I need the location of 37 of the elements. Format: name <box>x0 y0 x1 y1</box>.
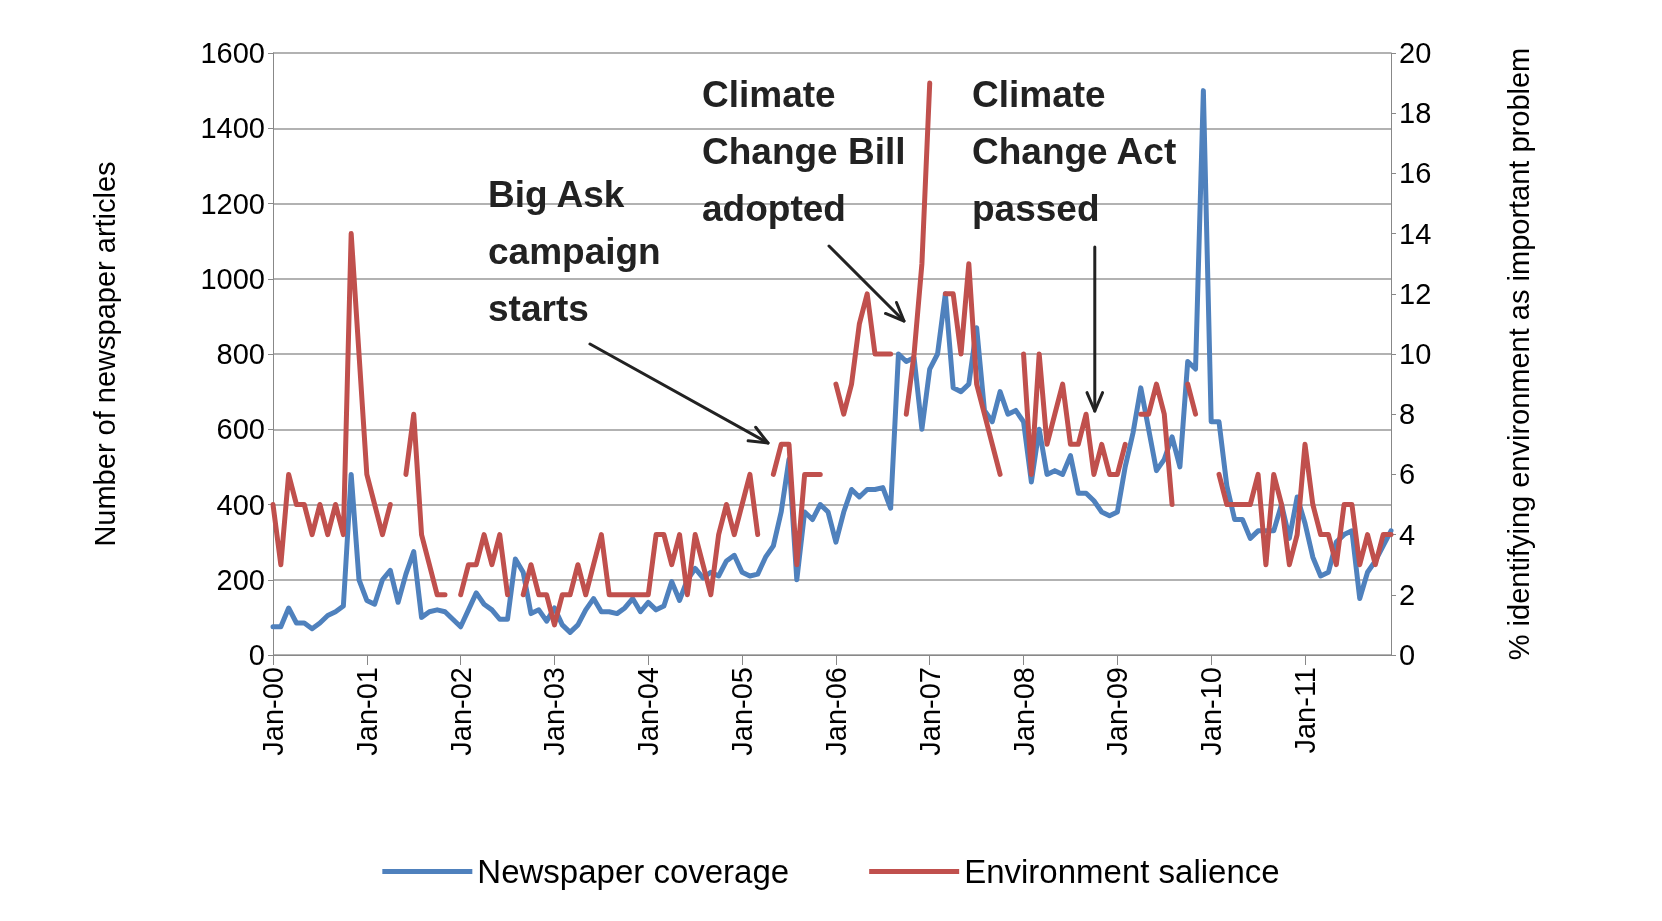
x-tick-label: Jan-04 <box>632 667 665 756</box>
y2-tick-label: 16 <box>1399 157 1432 190</box>
y-tick-label: 800 <box>216 338 265 370</box>
y2-tick-label: 4 <box>1399 518 1416 551</box>
y2-tick-label: 6 <box>1399 458 1416 491</box>
x-tick-label: Jan-07 <box>913 667 946 756</box>
x-tick-label: Jan-03 <box>538 667 571 756</box>
y-axis-title: Number of newspaper articles <box>89 161 121 547</box>
x-tick-label: Jan-01 <box>350 667 383 756</box>
y-tick-label: 200 <box>216 563 265 596</box>
y2-tick-label: 10 <box>1399 338 1432 370</box>
x-tick-label: Jan-11 <box>1289 667 1321 754</box>
y2-tick-label: 20 <box>1399 37 1432 69</box>
x-tick-label: Jan-08 <box>1007 667 1040 756</box>
legend-label: Newspaper coverage <box>477 853 790 890</box>
x-tick-label: Jan-06 <box>819 667 852 756</box>
y2-tick-label: 14 <box>1399 217 1432 250</box>
annotation: Climate Change Bill adopted <box>702 74 906 229</box>
legend-label: Environment salience <box>964 853 1280 890</box>
y2-tick-label: 0 <box>1399 639 1416 671</box>
y-tick-label: 1600 <box>200 37 265 69</box>
y-tick-label: 1400 <box>200 112 265 145</box>
y-tick-label: 600 <box>216 413 265 446</box>
annotation: Climate Change Act passed <box>972 74 1177 229</box>
x-tick-label: Jan-09 <box>1101 667 1134 756</box>
y2-tick-label: 8 <box>1399 398 1416 431</box>
y-tick-label: 400 <box>216 488 265 521</box>
y2-tick-label: 18 <box>1399 97 1432 130</box>
y2-tick-label: 12 <box>1399 277 1432 310</box>
x-tick-label: Jan-02 <box>444 667 477 756</box>
annotation: Big Ask campaign starts <box>488 174 661 329</box>
y-tick-label: 1200 <box>200 187 265 220</box>
x-tick-label: Jan-05 <box>726 667 759 756</box>
x-tick-label: Jan-10 <box>1195 667 1228 756</box>
y-tick-label: 1000 <box>200 262 265 295</box>
y2-axis-title: % identifying environment as important problem <box>1503 47 1535 661</box>
y2-tick-label: 2 <box>1399 578 1416 611</box>
